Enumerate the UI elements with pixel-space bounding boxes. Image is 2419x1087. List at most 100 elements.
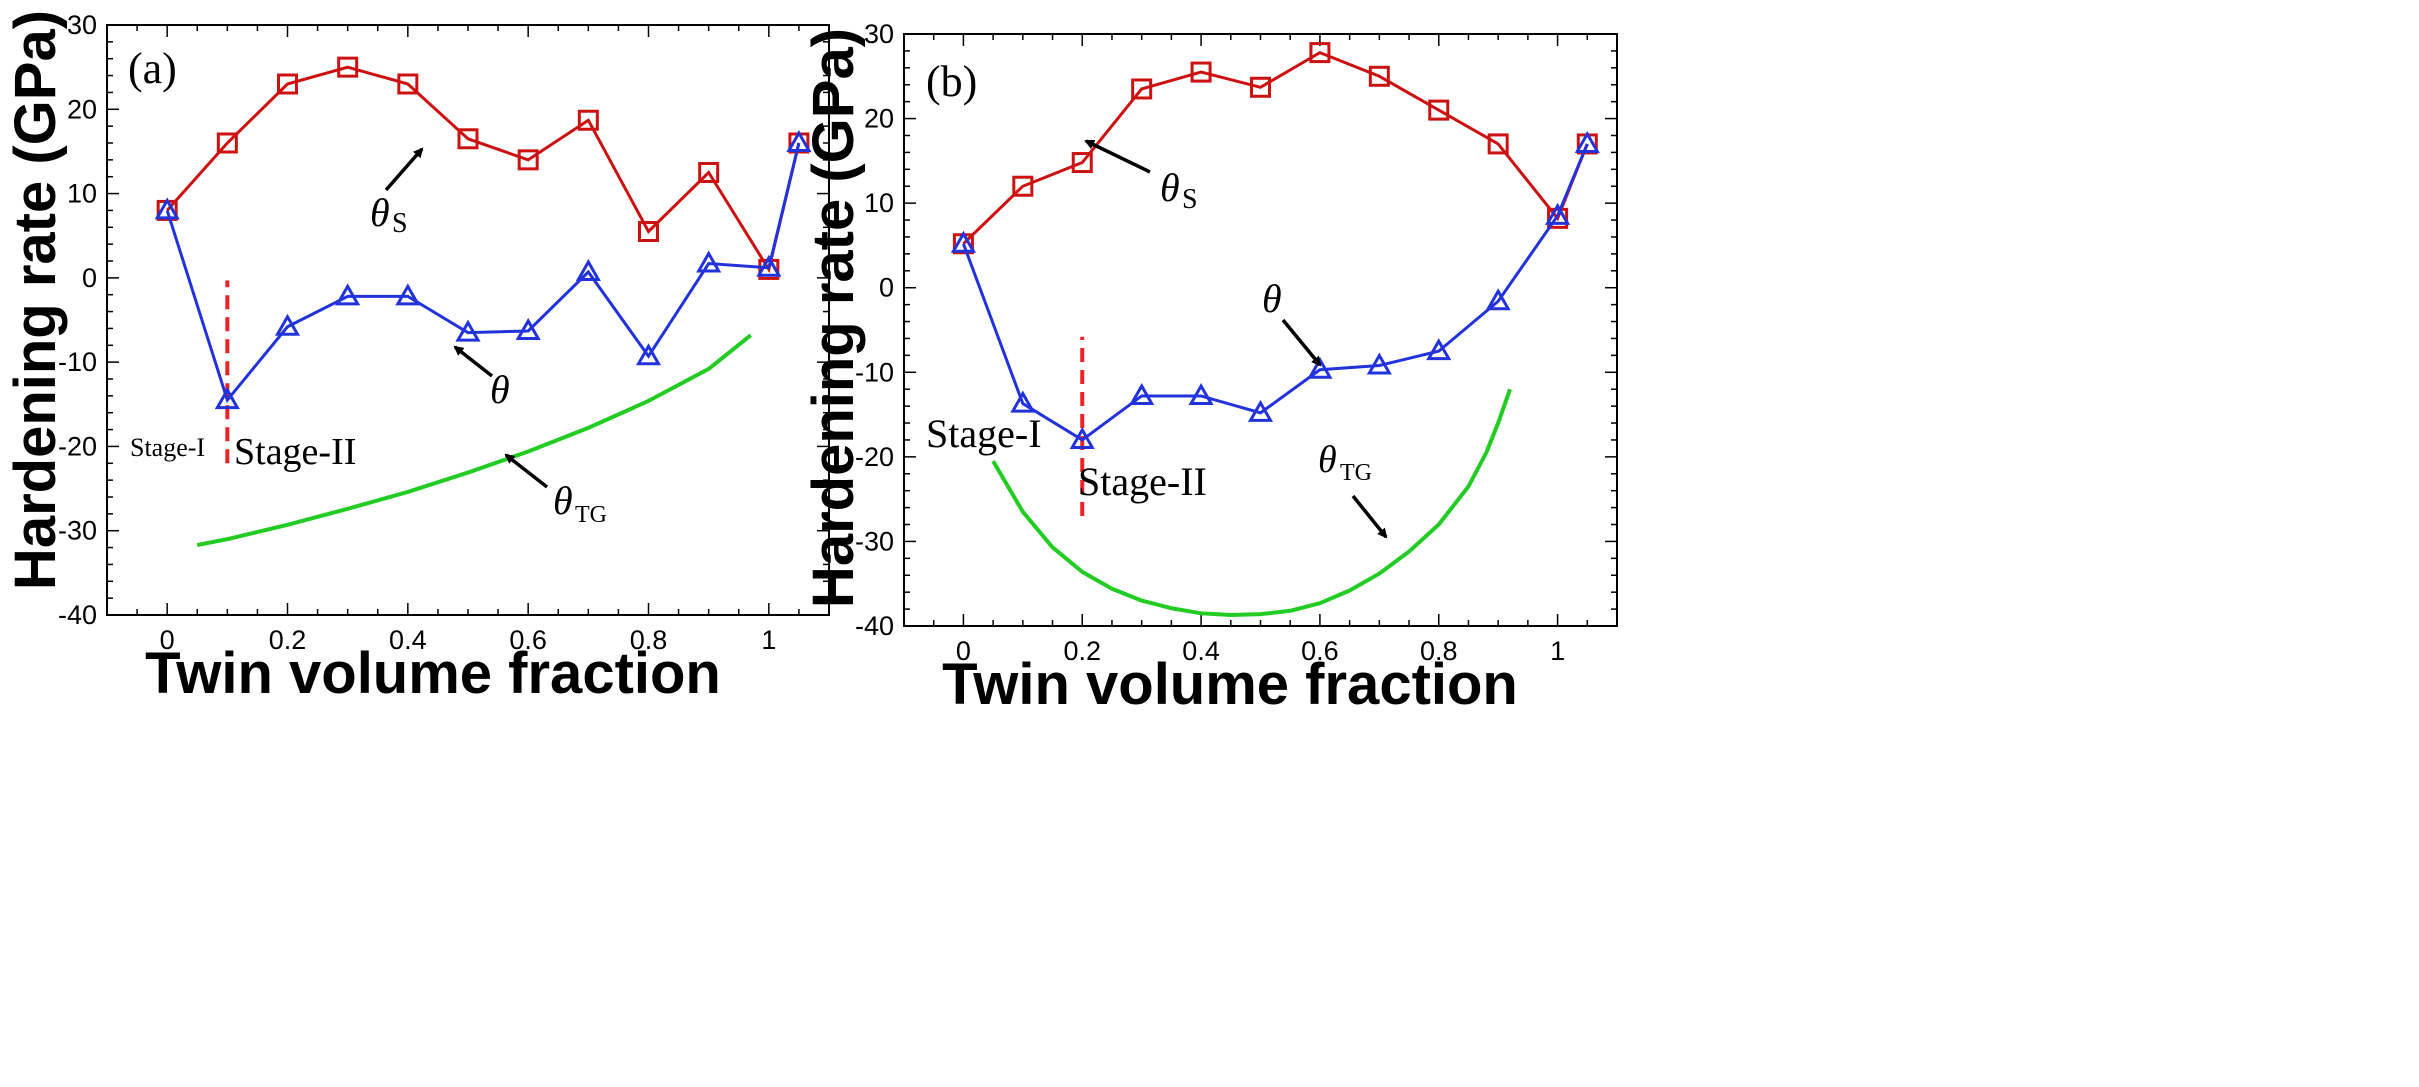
data-point-triangle: [395, 283, 421, 306]
series-line-theta: [962, 143, 1589, 442]
theta-tg-symbol-b: θ: [1318, 439, 1337, 481]
data-point-square: [1547, 207, 1569, 229]
y-tick-label: 10: [67, 179, 97, 209]
theta-s-symbol-a: θ: [370, 190, 390, 235]
series-layer-b: [950, 42, 1600, 618]
theta-s-subscript-b: S: [1182, 184, 1198, 215]
series-line-theta-tg: [196, 333, 753, 548]
data-point-triangle: [575, 258, 601, 281]
x-tick-label: 0.2: [269, 625, 307, 655]
data-point-square: [1250, 76, 1271, 98]
data-point-triangle: [1069, 426, 1095, 449]
x-axis-title-b: Twin volume fraction: [942, 652, 1518, 717]
axis-ticks-a: [106, 24, 830, 616]
y-tick-label: 0: [879, 273, 894, 303]
data-point-triangle: [154, 197, 180, 220]
plot-frame-b: [903, 33, 1618, 627]
annotation-theta-b: θ: [1262, 276, 1322, 367]
data-point-triangle: [1307, 356, 1333, 379]
stage-1-label-b: Stage-I: [926, 411, 1042, 456]
theta-tg-subscript-b: TG: [1340, 460, 1372, 486]
x-tick-label: 0.8: [1420, 636, 1458, 666]
data-point-square: [1309, 42, 1331, 64]
tick-labels-b: 0 0.2 0.4 0.6 0.8 1 -40 -30 -20 -10 0 10 20 30: [855, 19, 1565, 666]
x-tick-label: 0: [160, 625, 175, 655]
theta-tg-symbol-a: θ: [553, 478, 573, 523]
data-point-square: [277, 73, 298, 95]
y-tick-label: 0: [82, 263, 97, 293]
x-axis-title-a: Twin volume fraction: [145, 641, 721, 706]
x-tick-label: 0: [956, 636, 971, 666]
data-point-triangle: [786, 129, 812, 152]
data-point-square: [1131, 78, 1153, 100]
annotation-theta-s-a: θ S: [370, 147, 424, 239]
data-point-square: [638, 221, 659, 242]
data-point-triangle: [455, 319, 481, 342]
series-line-theta-s: [166, 65, 801, 274]
data-point-square: [397, 73, 419, 95]
data-point-triangle: [1485, 288, 1511, 311]
y-tick-label: -20: [855, 442, 894, 472]
series-line-theta: [165, 142, 801, 404]
data-point-triangle: [696, 250, 722, 273]
y-tick-label: -10: [855, 357, 894, 387]
stage-1-label-a: Stage-I: [130, 433, 205, 462]
data-point-triangle: [756, 254, 782, 277]
data-point-square: [1012, 175, 1034, 197]
data-point-square: [1487, 133, 1509, 155]
data-point-triangle: [1010, 390, 1036, 413]
data-point-triangle: [1574, 130, 1600, 153]
theta-s-symbol-b: θ: [1160, 165, 1180, 210]
y-tick-label: -40: [855, 611, 894, 641]
y-tick-label: -30: [58, 516, 97, 546]
y-tick-label: 20: [864, 104, 894, 134]
data-point-square: [337, 56, 359, 78]
x-tick-label: 0.4: [389, 625, 427, 655]
data-point-square: [517, 149, 539, 171]
annotation-theta-tg-a: θ TG: [504, 453, 607, 528]
theta-tg-subscript-a: TG: [575, 502, 607, 528]
data-point-triangle: [1129, 382, 1155, 405]
arrow-theta-s-a: [384, 147, 424, 192]
y-tick-label: 20: [67, 94, 97, 124]
data-point-square: [1071, 152, 1093, 174]
annotation-theta-a: θ: [453, 345, 510, 412]
data-point-triangle: [1188, 382, 1214, 405]
annotation-theta-tg-b: θ TG: [1318, 439, 1388, 539]
y-tick-label: -10: [58, 347, 97, 377]
x-tick-label: 1: [1550, 636, 1565, 666]
y-tick-label: 30: [864, 19, 894, 49]
data-point-square: [1368, 65, 1390, 87]
arrow-theta-tg-b: [1351, 494, 1388, 539]
data-point-triangle: [635, 343, 662, 366]
arrow-theta-s-b: [1084, 139, 1151, 174]
panel-label-b: (b): [926, 57, 977, 106]
data-point-triangle: [274, 313, 301, 336]
y-tick-label: -30: [855, 526, 894, 556]
data-point-triangle: [1426, 338, 1452, 361]
y-axis-title-b: Hardening rate (GPa): [801, 28, 866, 608]
data-point-triangle: [214, 387, 240, 410]
y-tick-label: 10: [864, 188, 894, 218]
x-tick-label: 0.4: [1182, 636, 1220, 666]
theta-symbol-b: θ: [1262, 276, 1282, 321]
data-point-triangle: [1247, 399, 1274, 422]
arrow-theta-a: [453, 345, 494, 378]
x-tick-label: 0.2: [1063, 636, 1101, 666]
data-point-square: [1428, 99, 1450, 121]
series-line-theta-tg: [991, 388, 1512, 618]
y-tick-label: -20: [58, 431, 97, 461]
x-tick-label: 0.6: [1301, 636, 1339, 666]
theta-symbol-a: θ: [490, 367, 510, 412]
data-point-square: [1190, 61, 1212, 83]
arrow-theta-tg-a: [504, 453, 549, 489]
series-line-theta-s: [962, 50, 1589, 245]
theta-s-subscript-a: S: [392, 208, 408, 239]
panel-b: 0 0.2 0.4 0.6 0.8 1 -40 -30 -20 -10 0 10 20 30 (b) Tw…: [801, 19, 1618, 717]
data-point-square: [216, 132, 238, 154]
data-point-triangle: [515, 317, 541, 340]
stage-2-label-a: Stage-II: [234, 431, 356, 473]
stage-2-label-b: Stage-II: [1078, 459, 1207, 504]
x-tick-label: 0.8: [630, 625, 668, 655]
